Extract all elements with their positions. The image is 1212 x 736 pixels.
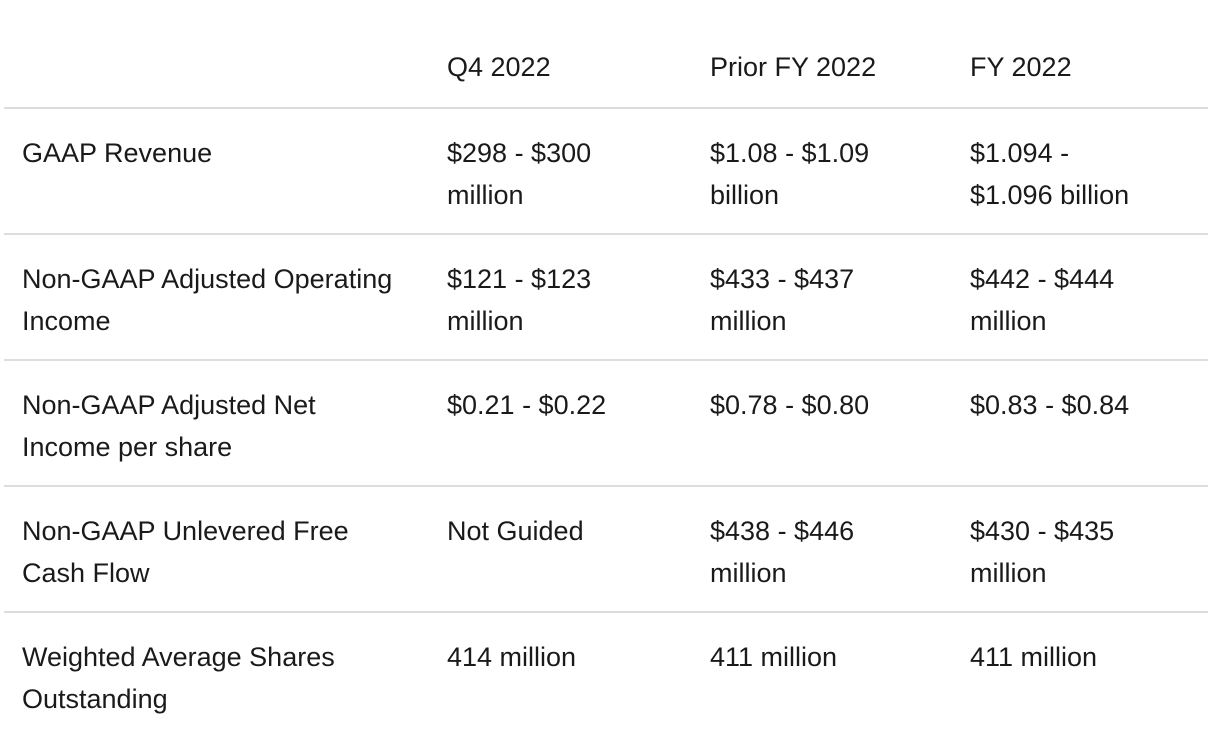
header-q4-2022: Q4 2022: [447, 52, 551, 82]
cell-value: $1.08 - $1.09 billion: [710, 138, 870, 210]
cell-value: $0.83 - $0.84: [970, 390, 1130, 420]
cell-value: $298 - $300 million: [447, 138, 592, 210]
row-label: Non-GAAP Unlevered Free Cash Flow: [22, 516, 349, 588]
cell-value: Not Guided: [447, 516, 584, 546]
cell-value: 411 million: [710, 642, 838, 672]
header-row: Q4 2022 Prior FY 2022 FY 2022: [4, 0, 1208, 108]
row-label: Weighted Average Shares Outstanding: [22, 642, 335, 714]
row-label: GAAP Revenue: [22, 138, 213, 168]
cell-value: $0.78 - $0.80: [710, 390, 870, 420]
cell-value: $433 - $437 million: [710, 264, 855, 336]
cell-value: $121 - $123 million: [447, 264, 592, 336]
table-row-adjusted-operating-income: Non-GAAP Adjusted Operating Income $121 …: [4, 234, 1208, 360]
cell-value: $442 - $444 million: [970, 264, 1115, 336]
header-prior-fy-2022: Prior FY 2022: [710, 52, 877, 82]
table-row-unlevered-free-cash-flow: Non-GAAP Unlevered Free Cash Flow Not Gu…: [4, 486, 1208, 612]
table-row-gaap-revenue: GAAP Revenue $298 - $300 million $1.08 -…: [4, 108, 1208, 234]
cell-value: $0.21 - $0.22: [447, 390, 607, 420]
table-row-weighted-average-shares: Weighted Average Shares Outstanding 414 …: [4, 612, 1208, 736]
header-metric-empty: [4, 0, 447, 108]
cell-value: 414 million: [447, 642, 577, 672]
cell-value: $438 - $446 million: [710, 516, 855, 588]
guidance-table: Q4 2022 Prior FY 2022 FY 2022 GAAP Reven…: [4, 0, 1208, 736]
row-label: Non-GAAP Adjusted Operating Income: [22, 264, 393, 336]
cell-value: $1.094 - $1.096 billion: [970, 138, 1130, 210]
row-label: Non-GAAP Adjusted Net Income per share: [22, 390, 316, 462]
cell-value: 411 million: [970, 642, 1098, 672]
table-row-adjusted-net-income-per-share: Non-GAAP Adjusted Net Income per share $…: [4, 360, 1208, 486]
header-fy-2022: FY 2022: [970, 52, 1072, 82]
cell-value: $430 - $435 million: [970, 516, 1115, 588]
